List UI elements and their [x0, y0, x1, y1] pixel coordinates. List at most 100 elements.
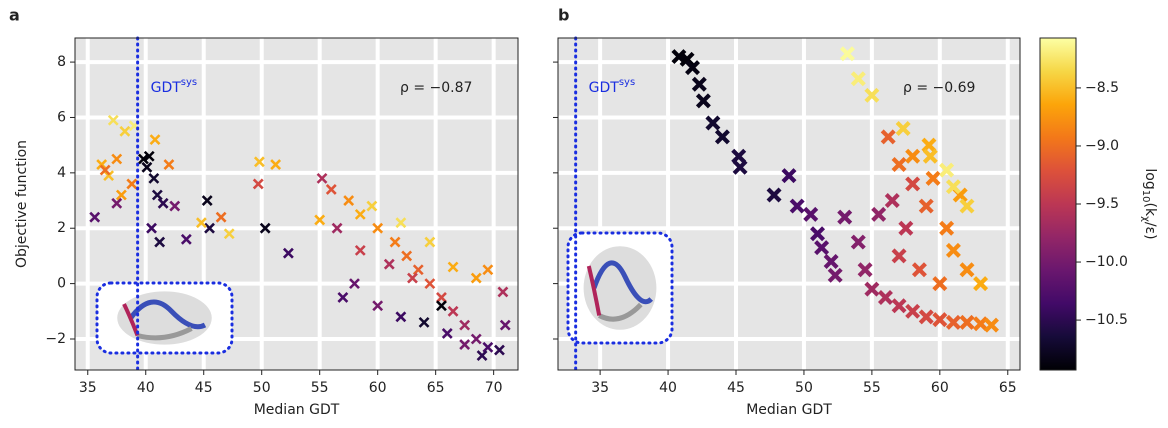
point	[884, 193, 900, 209]
x-tick-label: 50	[253, 380, 271, 396]
gdt-sys-label-sup: sys	[181, 77, 197, 88]
point	[89, 211, 101, 223]
point	[401, 250, 413, 262]
point	[898, 220, 914, 236]
point	[918, 198, 934, 214]
point	[407, 272, 418, 284]
point	[685, 60, 701, 76]
point	[436, 300, 447, 312]
gdt-sys-label-main: GDT	[151, 80, 182, 96]
point	[252, 178, 264, 190]
point	[905, 148, 921, 164]
point	[880, 129, 896, 145]
point	[99, 164, 111, 176]
colorbar-label-part: log	[1142, 168, 1158, 189]
point	[470, 272, 482, 284]
x-tick-label: 55	[863, 380, 881, 396]
point	[945, 314, 961, 330]
point	[215, 211, 227, 223]
point	[372, 222, 384, 234]
point	[494, 344, 505, 356]
point	[325, 184, 337, 195]
colorbar-label-part: 10	[1140, 190, 1151, 203]
point	[424, 278, 436, 290]
point	[925, 170, 941, 186]
x-tick-label: 60	[931, 380, 949, 396]
point	[180, 233, 192, 245]
x-tick-label: 50	[795, 380, 813, 396]
point	[383, 258, 395, 270]
point	[126, 178, 138, 190]
point	[766, 187, 782, 203]
point	[253, 156, 265, 168]
point	[905, 303, 921, 319]
y-tick-label: 0	[57, 276, 66, 292]
point	[714, 129, 730, 145]
x-tick-label: 40	[659, 380, 677, 396]
point	[389, 236, 401, 248]
point	[814, 240, 830, 256]
point	[695, 93, 711, 109]
plot-frame	[557, 37, 1021, 371]
x-tick-label: 45	[727, 380, 745, 396]
x-tick-label: 65	[427, 380, 445, 396]
point	[354, 208, 366, 220]
y-axis-label: Objective function	[14, 140, 30, 268]
point	[163, 159, 175, 170]
point	[154, 236, 166, 248]
point	[959, 198, 975, 214]
point	[499, 319, 511, 331]
point	[146, 222, 157, 234]
point	[395, 311, 407, 323]
protein-structure	[136, 326, 193, 341]
point	[891, 248, 907, 264]
point	[850, 234, 866, 250]
x-axis-label: Median GDT	[746, 402, 832, 418]
panel-label: a	[9, 6, 20, 25]
point	[436, 292, 447, 303]
point	[119, 125, 131, 137]
x-tick-label: 35	[79, 380, 97, 396]
point	[412, 264, 424, 276]
point	[138, 153, 149, 165]
point	[343, 195, 355, 206]
y-tick-label: 8	[57, 54, 66, 70]
colorbar-tick-label: −10.5	[1085, 312, 1128, 328]
point	[918, 309, 934, 325]
point	[810, 226, 826, 242]
point	[932, 276, 948, 292]
colorbar-label-part: (k	[1142, 202, 1158, 216]
x-tick-label: 45	[195, 380, 213, 396]
y-tick-label: 4	[57, 165, 66, 181]
point	[705, 115, 721, 131]
x-tick-label: 65	[999, 380, 1017, 396]
point	[945, 242, 961, 258]
point	[939, 220, 955, 236]
point	[476, 350, 488, 362]
x-axis-label: Median GDT	[254, 402, 340, 418]
x-tick-label: 60	[369, 380, 387, 396]
point	[459, 319, 471, 331]
protein-structure	[586, 265, 602, 316]
point	[497, 286, 509, 298]
point	[891, 298, 907, 314]
point	[201, 195, 213, 206]
point	[331, 222, 343, 234]
point	[482, 341, 494, 353]
point	[395, 217, 407, 229]
colorbar	[1039, 37, 1077, 371]
gdt-sys-label: GDTsys	[589, 77, 636, 96]
annotation: ρ = −0.69	[903, 80, 975, 96]
panel-label: b	[558, 6, 569, 25]
point	[349, 278, 360, 290]
point	[482, 264, 494, 276]
point	[316, 172, 328, 184]
colorbar-label: log10(kχ/ε)	[1140, 168, 1158, 239]
plot-frame	[74, 37, 519, 371]
point	[424, 236, 436, 248]
point	[732, 159, 748, 175]
point	[864, 281, 880, 297]
point	[169, 200, 181, 212]
point	[781, 168, 797, 184]
colorbar-tick-label: −9.0	[1085, 138, 1119, 154]
